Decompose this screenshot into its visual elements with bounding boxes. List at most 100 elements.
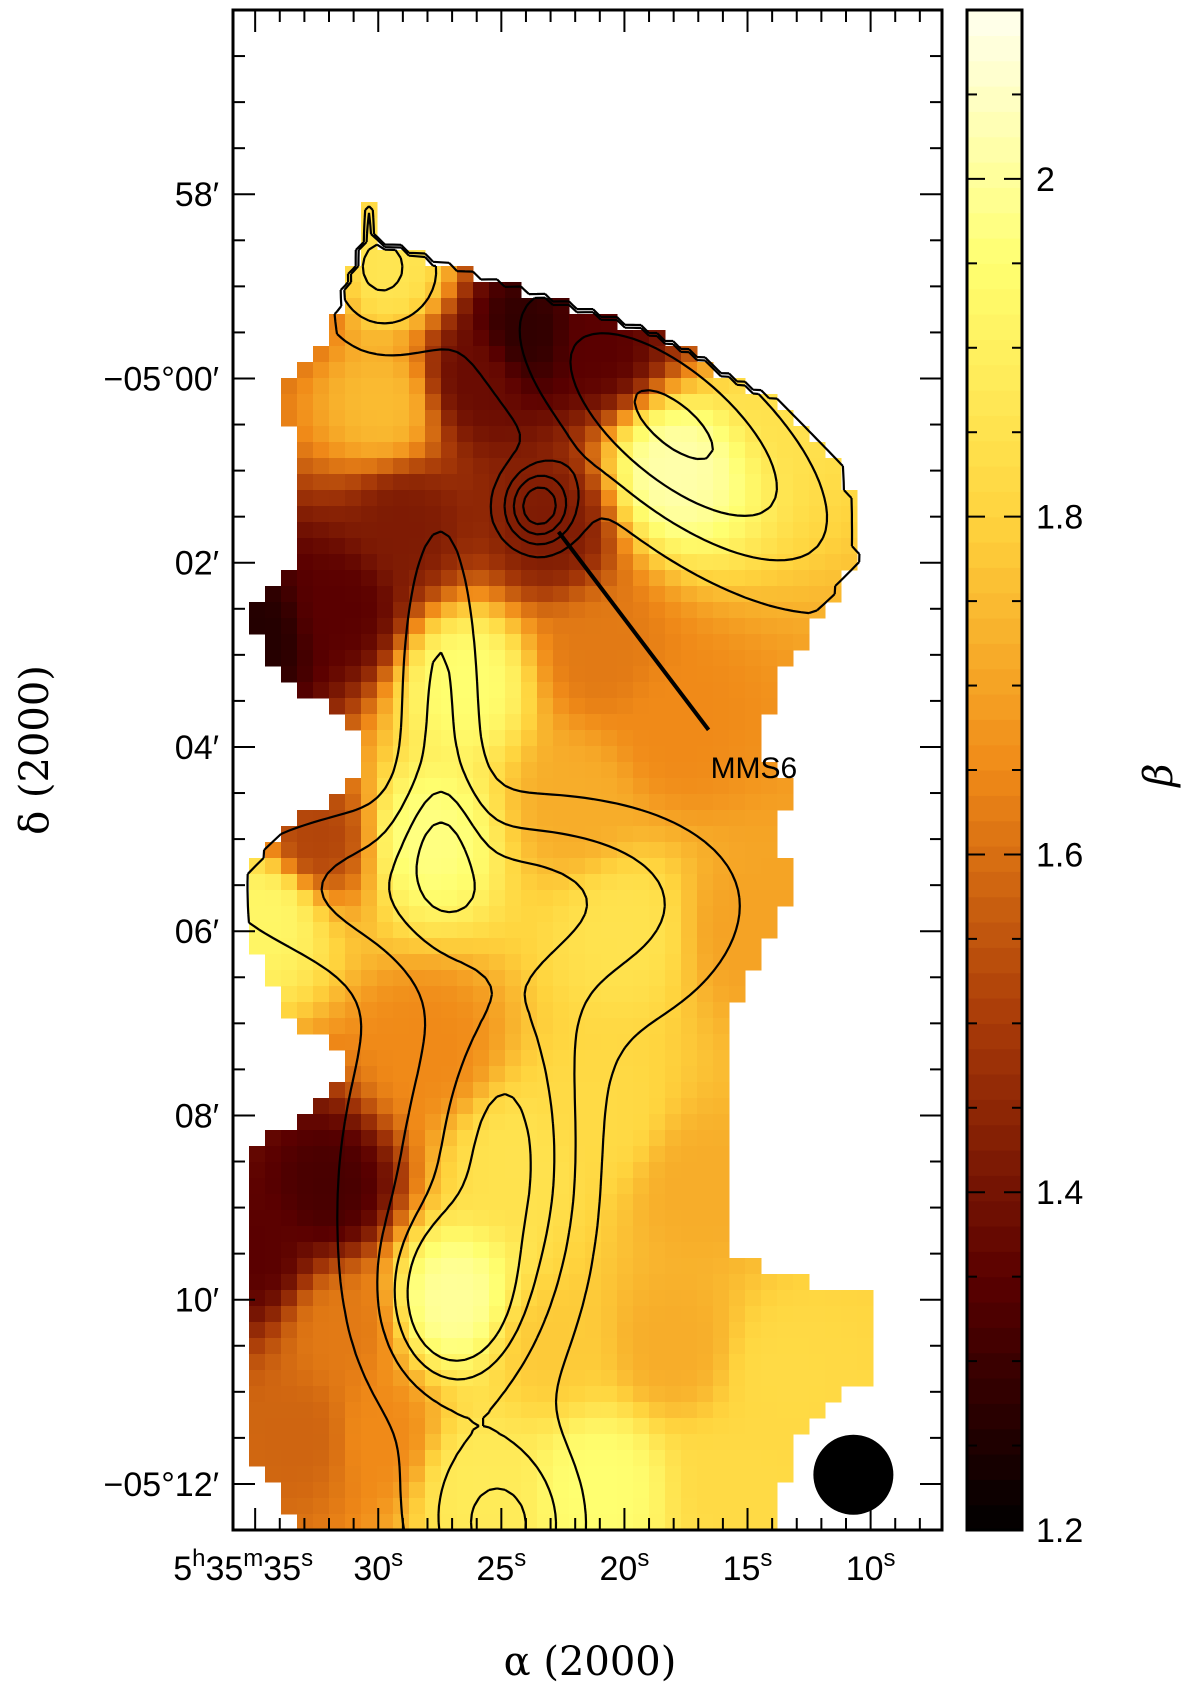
map-pixel (569, 826, 586, 843)
map-pixel (617, 986, 634, 1003)
map-pixel (569, 1242, 586, 1259)
map-pixel (505, 1034, 522, 1051)
map-pixel (553, 330, 570, 347)
map-pixel (649, 1514, 666, 1531)
map-pixel (473, 474, 490, 491)
map-pixel (409, 490, 426, 507)
map-pixel (313, 1290, 330, 1307)
map-pixel (489, 1370, 506, 1387)
map-pixel (617, 1018, 634, 1035)
x-tick-label: 5h35m35s (173, 1545, 313, 1588)
colorbar-segment (967, 60, 1022, 87)
map-pixel (585, 538, 602, 555)
map-pixel (313, 1130, 330, 1147)
map-pixel (713, 1082, 730, 1099)
map-pixel (281, 1146, 298, 1163)
map-pixel (649, 1306, 666, 1323)
map-pixel (553, 1114, 570, 1131)
map-pixel (457, 1402, 474, 1419)
map-pixel (585, 634, 602, 651)
colorbar-segment (967, 1428, 1022, 1455)
map-pixel (377, 266, 394, 283)
map-pixel (377, 922, 394, 939)
map-pixel (329, 1002, 346, 1019)
map-pixel (425, 1130, 442, 1147)
colorbar-segment (967, 390, 1022, 416)
map-pixel (649, 522, 666, 539)
map-pixel (345, 1178, 362, 1195)
map-pixel (681, 826, 698, 843)
map-pixel (633, 1402, 650, 1419)
map-pixel (713, 1178, 730, 1195)
map-pixel (457, 810, 474, 827)
map-pixel (617, 442, 634, 459)
map-pixel (745, 762, 762, 779)
map-pixel (521, 938, 538, 955)
map-pixel (457, 1498, 474, 1515)
map-pixel (313, 906, 330, 923)
map-pixel (313, 1434, 330, 1451)
map-pixel (505, 282, 522, 299)
map-pixel (521, 410, 538, 427)
map-pixel (617, 826, 634, 843)
map-pixel (521, 1322, 538, 1339)
map-pixel (313, 522, 330, 539)
colorbar-segment (967, 744, 1022, 771)
map-pixel (681, 730, 698, 747)
map-pixel (537, 698, 554, 715)
map-pixel (329, 602, 346, 619)
map-pixel (761, 522, 778, 539)
map-pixel (281, 1210, 298, 1227)
map-pixel (665, 378, 682, 395)
map-pixel (681, 1114, 698, 1131)
map-pixel (361, 698, 378, 715)
map-pixel (505, 682, 522, 699)
map-pixel (681, 1306, 698, 1323)
map-pixel (473, 1050, 490, 1067)
map-pixel (249, 1162, 266, 1179)
map-pixel (633, 1498, 650, 1515)
map-pixel (361, 1370, 378, 1387)
map-pixel (441, 442, 458, 459)
map-pixel (329, 1146, 346, 1163)
map-pixel (537, 810, 554, 827)
map-pixel (617, 714, 634, 731)
map-pixel (297, 1418, 314, 1435)
map-pixel (441, 314, 458, 331)
map-pixel (441, 682, 458, 699)
map-pixel (825, 1322, 842, 1339)
map-pixel (329, 1514, 346, 1531)
map-pixel (345, 874, 362, 891)
map-pixel (377, 1386, 394, 1403)
map-pixel (745, 954, 762, 971)
map-pixel (553, 346, 570, 363)
map-pixel (729, 1338, 746, 1355)
map-pixel (617, 1418, 634, 1435)
colorbar-segment (967, 998, 1022, 1024)
map-pixel (793, 1354, 810, 1371)
map-pixel (345, 1402, 362, 1419)
map-pixel (585, 1178, 602, 1195)
map-pixel (537, 1514, 554, 1531)
map-pixel (761, 1434, 778, 1451)
map-pixel (425, 394, 442, 411)
map-pixel (457, 506, 474, 523)
map-pixel (617, 746, 634, 763)
map-pixel (553, 586, 570, 603)
map-pixel (665, 1354, 682, 1371)
map-pixel (393, 890, 410, 907)
map-pixel (265, 1242, 282, 1259)
map-pixel (729, 1482, 746, 1499)
map-pixel (617, 586, 634, 603)
map-pixel (473, 810, 490, 827)
map-pixel (601, 362, 618, 379)
map-pixel (745, 490, 762, 507)
map-pixel (409, 426, 426, 443)
map-pixel (729, 826, 746, 843)
map-pixel (649, 554, 666, 571)
map-pixel (393, 330, 410, 347)
map-pixel (345, 522, 362, 539)
map-pixel (633, 890, 650, 907)
map-pixel (313, 1098, 330, 1115)
map-pixel (761, 1338, 778, 1355)
